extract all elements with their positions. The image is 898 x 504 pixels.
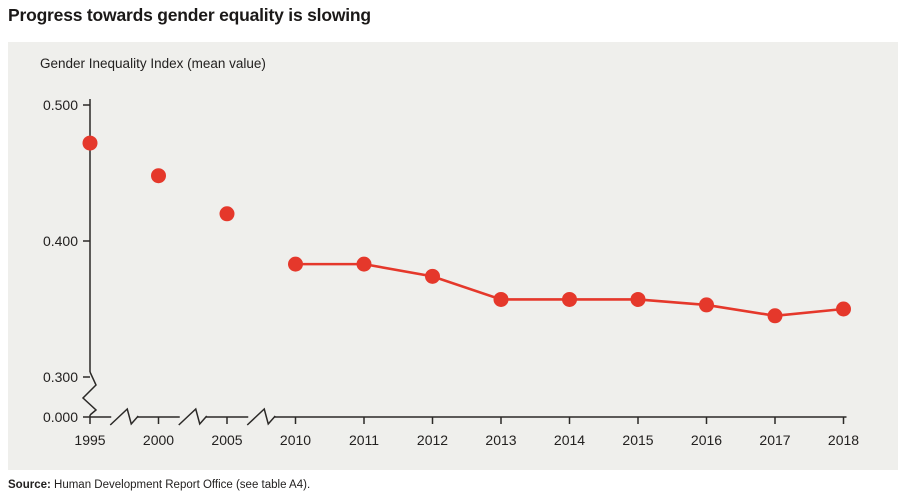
data-point-2016: [699, 297, 714, 313]
axis-break-icon: [81, 371, 98, 416]
axis-unit-label: Gender Inequality Index (mean value): [40, 56, 266, 71]
x-tick-label: 2018: [828, 432, 859, 448]
data-point-2014: [562, 291, 577, 307]
y-tick-label: 0.400: [43, 233, 78, 249]
x-tick-label: 2000: [143, 432, 174, 448]
data-point-2015: [630, 291, 646, 307]
data-point-2018: [836, 301, 851, 317]
y-tick-label: 0.000: [43, 409, 78, 425]
x-tick-label: 2012: [417, 432, 448, 448]
data-point-2017: [767, 308, 783, 324]
x-tick-label: 2016: [691, 432, 722, 448]
chart-panel: Gender Inequality Index (mean value) 0.5…: [8, 42, 898, 470]
x-tick-label: 1995: [74, 432, 105, 448]
x-tick-label: 2011: [349, 432, 379, 448]
y-tick-label: 0.500: [43, 97, 78, 113]
x-tick-label: 2017: [759, 432, 790, 448]
data-point-2013: [493, 291, 509, 307]
data-point-1995: [82, 135, 98, 151]
data-point-2011: [356, 256, 372, 272]
x-tick-label: 2015: [622, 432, 653, 448]
axis-break-icon: [109, 407, 139, 426]
data-point-2012: [425, 268, 440, 284]
chart-canvas: 0.500 0.400 0.300 0.000 1995 2000 2005 2010 2011…: [43, 97, 859, 448]
axis-break-icon: [246, 407, 276, 426]
data-point-2000: [151, 168, 166, 184]
source-text: Human Development Report Office (see tab…: [50, 479, 311, 491]
x-tick-label: 2013: [485, 432, 516, 448]
x-tick-label: 2010: [280, 432, 311, 448]
x-tick-label: 2005: [211, 432, 242, 448]
x-tick-label: 2014: [554, 432, 585, 448]
y-tick-label: 0.300: [43, 369, 78, 385]
trend-line: [294, 262, 845, 318]
axis-break-icon: [178, 407, 208, 426]
data-point-2010: [288, 256, 303, 272]
chart-title: Progress towards gender equality is slow…: [8, 5, 371, 25]
source-note: Source: Human Development Report Office …: [8, 479, 310, 491]
data-point-2005: [219, 206, 235, 222]
source-label: Source:: [8, 479, 51, 491]
